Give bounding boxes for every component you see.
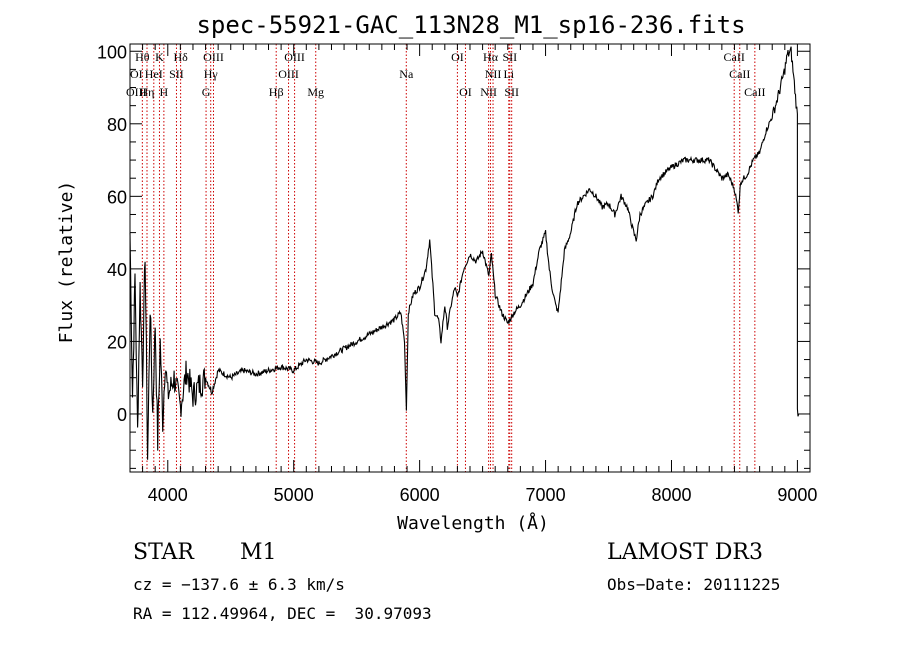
spectrum-series-line: [129, 46, 800, 460]
chart-title: spec-55921-GAC_113N28_M1_sp16-236.fits: [196, 11, 745, 39]
line-label: G: [202, 85, 211, 99]
line-label: H: [160, 85, 169, 99]
y-tick-label: 60: [107, 187, 127, 207]
line-label: K: [155, 50, 164, 64]
line-label: Mg: [307, 85, 324, 99]
line-label: NII: [485, 67, 502, 81]
plot-frame: [129, 43, 811, 473]
coordinates: RA = 112.49964, DEC = 30.97093: [133, 604, 432, 623]
line-label: OIII: [284, 50, 305, 64]
survey-name: LAMOST DR3: [607, 540, 763, 565]
x-tick-label: 6000: [400, 485, 440, 505]
object-subclass: M1: [240, 540, 277, 565]
line-label: OI: [130, 67, 143, 81]
line-label: Hβ: [269, 85, 284, 99]
spectral-line-markers: [141, 44, 756, 472]
observation-date: Obs−Date: 20111225: [607, 575, 781, 594]
line-label: CaII: [744, 85, 765, 99]
x-tick-label: 4000: [148, 485, 188, 505]
y-tick-label: 40: [107, 260, 127, 280]
line-label: OI: [451, 50, 464, 64]
y-tick-label: 20: [107, 332, 127, 352]
x-tick-label: 5000: [274, 485, 314, 505]
line-label: OIII: [278, 67, 299, 81]
line-label: Na: [399, 67, 414, 81]
y-axis-label: Flux (relative): [56, 181, 77, 344]
x-tick-label: 7000: [526, 485, 566, 505]
line-label: SII: [502, 50, 517, 64]
line-label: Hθ: [135, 50, 150, 64]
axis-ticks: 4000 5000 6000 7000 8000 9000 0 20 40 60 80 100: [97, 42, 817, 505]
line-label: HeI: [145, 67, 163, 81]
line-label: NII: [480, 85, 497, 99]
line-label: Li: [503, 67, 514, 81]
line-label: OIII: [126, 85, 147, 99]
line-label: Hγ: [204, 67, 219, 81]
x-axis-label: Wavelength (Å): [397, 512, 549, 534]
line-label: Hα: [483, 50, 499, 64]
line-label: Hδ: [173, 50, 188, 64]
x-tick-label: 9000: [777, 485, 817, 505]
object-class: STAR: [133, 540, 194, 565]
x-tick-label: 8000: [651, 485, 691, 505]
line-label: CaII: [729, 67, 750, 81]
y-tick-label: 80: [107, 115, 127, 135]
line-label: Hη: [140, 85, 155, 99]
y-tick-label: 0: [117, 405, 127, 425]
line-label: OIII: [203, 50, 224, 64]
line-label: CaII: [724, 50, 745, 64]
y-tick-label: 100: [97, 42, 127, 62]
line-label: OI: [459, 85, 472, 99]
line-label: SII: [169, 67, 184, 81]
line-label: SII: [504, 85, 519, 99]
redshift-velocity: cz = −137.6 ± 6.3 km/s: [133, 575, 345, 594]
